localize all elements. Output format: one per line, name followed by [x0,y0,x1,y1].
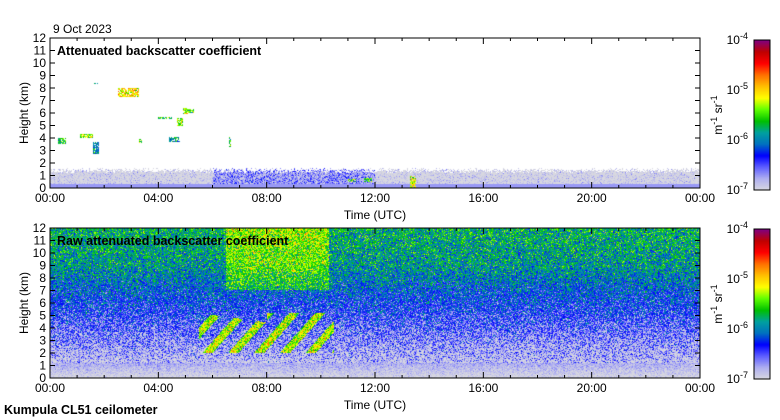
y-tick-label: 9 [39,259,46,273]
y-tick-label: 1 [39,359,46,373]
colorbar-tick-label: 10-6 [727,320,748,336]
colorbar-label: m-1 sr-1 [709,95,725,134]
y-tick-label: 2 [39,156,46,170]
y-tick-label: 9 [39,69,46,83]
instrument-label: Kumpula CL51 ceilometer [4,403,158,417]
x-axis-label: Time (UTC) [344,208,406,222]
y-tick-label: 3 [39,144,46,158]
x-axis-label: Time (UTC) [344,398,406,412]
x-tick-label: 16:00 [468,381,498,395]
y-tick-label: 11 [34,44,47,58]
x-tick-label: 20:00 [577,381,607,395]
x-tick-label: 04:00 [143,191,173,205]
y-tick-label: 7 [39,284,46,298]
y-tick-label: 4 [39,131,46,145]
y-tick-label: 5 [39,309,46,323]
colorbar-frame [753,39,771,191]
colorbar-tick-label: 10-5 [727,270,748,286]
y-tick-label: 8 [39,81,46,95]
heatmap-raw [50,228,700,378]
y-tick-label: 12 [33,31,47,45]
colorbar-tick-label: 10-5 [727,81,748,97]
y-tick-label: 6 [39,106,46,120]
y-tick-label: 2 [39,346,46,360]
colorbar-1 [754,40,770,190]
colorbar-tick-label: 10-4 [727,220,748,236]
colorbar-tick-label: 10-6 [727,131,748,147]
y-tick-label: 1 [39,169,46,183]
x-tick-label: 00:00 [685,191,715,205]
heatmap-attenuated [50,38,700,188]
colorbar-2 [754,229,770,379]
y-tick-label: 7 [39,94,46,108]
x-tick-label: 12:00 [360,191,390,205]
x-tick-label: 00:00 [685,381,715,395]
date-label: 9 Oct 2023 [53,22,112,36]
x-tick-label: 16:00 [468,191,498,205]
y-tick-label: 4 [39,321,46,335]
y-tick-label: 6 [39,296,46,310]
plot-frame [49,227,701,379]
y-tick-label: 10 [33,56,47,70]
y-tick-label: 0 [39,181,46,195]
panel-title: Attenuated backscatter coefficient [57,44,262,58]
x-tick-label: 04:00 [143,381,173,395]
y-tick-label: 12 [33,221,47,235]
y-tick-label: 8 [39,271,46,285]
x-tick-label: 08:00 [252,381,282,395]
colorbar-tick-label: 10-7 [727,370,748,386]
y-tick-label: 5 [39,119,46,133]
y-tick-label: 3 [39,334,46,348]
colorbar-label: m-1 sr-1 [709,284,725,323]
panel-title: Raw attenuated backscatter coefficient [57,234,289,248]
y-tick-label: 10 [33,246,47,260]
y-tick-label: 0 [39,371,46,385]
x-tick-label: 00:00 [35,191,65,205]
x-tick-label: 00:00 [35,381,65,395]
colorbar-frame [753,228,771,380]
x-tick-label: 20:00 [577,191,607,205]
x-tick-label: 08:00 [252,191,282,205]
y-axis-label: Height (km) [17,272,31,334]
colorbar-tick-label: 10-4 [727,31,748,47]
x-tick-label: 12:00 [360,381,390,395]
y-axis-label: Height (km) [17,82,31,144]
plot-frame [49,37,701,189]
y-tick-label: 11 [34,234,47,248]
colorbar-tick-label: 10-7 [727,181,748,197]
